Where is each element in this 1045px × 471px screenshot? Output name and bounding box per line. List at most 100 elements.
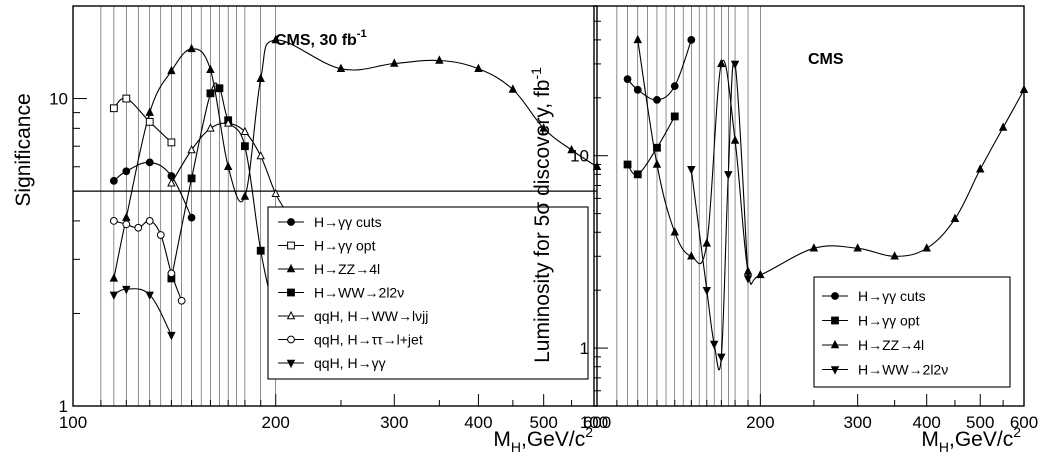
data-point-h-zz-4l <box>390 58 399 67</box>
data-point-h-cuts <box>145 158 154 167</box>
legend-label: H→γγ opt <box>314 238 376 254</box>
legend-label: H→WW→2l2ν <box>314 285 404 301</box>
legend-items: H→γγ cuts H→γγ opt H→ZZ→4l H→WW→2l2ν qqH, H→… <box>278 214 428 371</box>
series-markers <box>623 34 1029 362</box>
axis-ticks: 100 200 300 400 500 600 1 10 <box>49 5 611 432</box>
legend-marker <box>287 335 295 344</box>
data-point-qqh-h-l-jet <box>122 220 131 229</box>
data-point-h-opt <box>623 160 632 169</box>
x-tick-label: 200 <box>262 413 290 432</box>
data-point-h-ww-2l2 <box>687 166 696 175</box>
data-point-h-zz-4l <box>633 34 642 44</box>
data-point-qqh-h-l-jet <box>145 216 154 225</box>
legend-label: H→γγ opt <box>858 313 920 329</box>
data-point-h-cuts <box>109 176 118 185</box>
data-point-h-zz-4l <box>976 164 985 173</box>
x-tick-label: 600 <box>583 413 611 432</box>
data-point-h-ww-2l2 <box>743 275 753 284</box>
axis-ticks: 100 200 300 400 500 600 1 10 <box>570 5 1038 432</box>
data-point-h-ww-2l2 <box>240 142 249 151</box>
data-point-qqh-h-l-jet <box>109 216 118 225</box>
data-point-h-zz-4l <box>756 269 765 279</box>
luminosity-chart: 100 200 300 400 500 600 1 10 CMS Luminosity for… <box>528 5 1038 455</box>
data-point-h-ww-2l2 <box>702 286 712 296</box>
data-point-qqh-h <box>145 291 154 300</box>
x-tick-label: 400 <box>464 413 492 432</box>
data-point-h-zz-4l <box>223 161 233 170</box>
data-point-h-cuts <box>623 75 632 84</box>
data-point-h-zz-4l <box>809 243 819 252</box>
data-point-h-zz-4l <box>922 243 931 252</box>
x-tick-label: 100 <box>580 413 608 432</box>
data-point-h-zz-4l <box>187 43 196 53</box>
legend: H→γγ cuts H→γγ opt H→ZZ→4l H→WW→2l2ν <box>813 276 1011 388</box>
y-tick-label: 10 <box>49 90 68 109</box>
x-tick-label: 200 <box>746 413 774 432</box>
legend-label: H→WW→2l2ν <box>858 362 948 378</box>
legend-box <box>267 206 589 380</box>
legend-marker <box>830 339 840 349</box>
y-tick-label: 1 <box>59 397 68 416</box>
chart-label: CMS <box>808 51 844 68</box>
data-point-h-ww-2l2 <box>187 174 196 183</box>
data-point-h-opt <box>633 170 642 179</box>
y-tick-label: 10 <box>570 147 589 166</box>
data-point-h-zz-4l <box>567 144 576 154</box>
data-point-h-zz-4l <box>122 212 131 221</box>
data-point-h-zz-4l <box>687 251 696 260</box>
data-point-h-opt <box>670 112 679 121</box>
x-tick-label: 300 <box>843 413 871 432</box>
y-axis-label: Luminosity for 5σ discovery, fb-1 <box>528 67 554 363</box>
data-point-h-zz-4l <box>998 122 1008 131</box>
series-line-h-ww-2l2 <box>690 60 749 371</box>
data-point-qqh-h-l-jet <box>156 231 165 239</box>
chart-label: CMS, 30 fb-1 <box>275 28 367 49</box>
x-axis-label: MH,GeV/c2 <box>493 424 593 455</box>
data-point-h-ww-2l2 <box>717 353 726 362</box>
data-point-qqh-h-ww-l-jj <box>271 188 280 198</box>
data-point-qqh-h-ww-l-jj <box>256 150 265 160</box>
data-point-qqh-h-ww-l-jj <box>167 178 176 187</box>
data-point-h-zz-4l <box>743 266 753 275</box>
x-axis-label: MH,GeV/c2 <box>921 424 1021 455</box>
data-point-h-zz-4l <box>240 191 250 200</box>
series-markers <box>109 34 602 341</box>
data-point-qqh-h-ww-l-jj <box>187 144 196 154</box>
data-point-h-opt <box>167 138 176 147</box>
legend-label: H→γγ cuts <box>858 288 926 304</box>
data-point-qqh-h-ww-l-jj <box>206 123 215 132</box>
plot-frame <box>72 5 598 407</box>
legend-label: qqH, H→γγ <box>314 355 386 371</box>
data-point-h-zz-4l <box>652 159 662 168</box>
x-tick-label: 600 <box>1010 413 1038 432</box>
data-point-h-cuts <box>653 96 661 104</box>
data-point-qqh-h <box>122 285 131 295</box>
data-point-h-ww-2l2 <box>709 340 719 350</box>
data-point-qqh-h-ww-l-jj <box>240 126 250 135</box>
data-point-h-zz-4l <box>435 55 444 64</box>
x-tick-label: 100 <box>59 413 87 432</box>
data-point-qqh-h <box>167 331 176 341</box>
data-point-h-ww-2l2 <box>206 89 215 98</box>
data-point-h-ww-2l2 <box>724 171 733 180</box>
series-line-qqh-h <box>113 288 172 336</box>
data-point-h-zz-4l <box>109 273 119 282</box>
y-axis-label: Significance <box>12 93 35 206</box>
data-point-h-zz-4l <box>474 63 483 72</box>
data-point-qqh-h-l-jet <box>167 269 176 278</box>
y-tick-label: 1 <box>580 339 589 358</box>
data-point-h-zz-4l <box>271 34 280 44</box>
legend-marker <box>287 288 295 297</box>
data-point-h-zz-4l <box>890 251 899 260</box>
series-line-h-opt <box>113 97 172 143</box>
legend-label: H→γγ cuts <box>314 214 382 230</box>
data-point-h-cuts <box>633 85 642 94</box>
data-point-h-zz-4l <box>336 63 346 72</box>
data-point-h-zz-4l <box>145 107 154 116</box>
legend-marker <box>830 366 840 375</box>
data-point-h-zz-4l <box>730 135 740 144</box>
legend-box <box>813 276 1011 388</box>
data-point-h-zz-4l <box>167 65 176 75</box>
data-point-h-opt <box>145 117 154 126</box>
